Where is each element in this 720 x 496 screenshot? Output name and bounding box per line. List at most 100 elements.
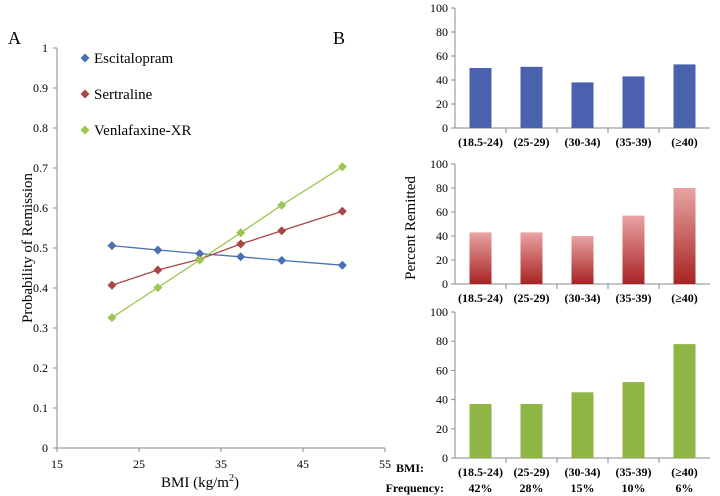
legend-marker (80, 125, 90, 135)
bar (520, 232, 543, 284)
y-tick-label: 0 (442, 451, 448, 465)
category-label: (30-34) (565, 465, 601, 479)
data-point-marker (153, 265, 163, 275)
series-escitalopram (107, 241, 347, 270)
bar (469, 403, 492, 458)
bar (673, 64, 696, 128)
panel-a-ylabel: Probability of Remission (20, 173, 36, 324)
bar (571, 236, 594, 284)
data-point-marker (195, 249, 205, 259)
frequency-value: 15% (571, 481, 595, 495)
data-point-marker (236, 228, 246, 238)
legend-entry: Sertraline (94, 87, 153, 103)
data-point-marker (277, 255, 287, 265)
series-venlafaxine-xr (107, 162, 347, 323)
category-label: (≥40) (671, 291, 698, 305)
panel-a-x-tick-label: 25 (133, 457, 145, 471)
bar (520, 403, 543, 458)
y-tick-label: 40 (436, 229, 448, 243)
bar (622, 382, 645, 458)
panel-a-x-tick-label: 45 (297, 457, 309, 471)
category-label: (18.5-24) (458, 135, 503, 149)
panel-a-y-tick-label: 0.2 (33, 361, 48, 375)
frequency-row: 42% 28% 15% 10% 6% (469, 481, 694, 495)
category-label: (35-39) (616, 135, 652, 149)
category-label: (35-39) (616, 291, 652, 305)
frequency-row-label: Frequency: (386, 481, 444, 495)
panel-a-label: A (8, 28, 21, 48)
data-point-marker (337, 260, 347, 270)
category-label: (25-29) (514, 135, 550, 149)
panel-a-y-tick-label: 0.4 (33, 281, 48, 295)
series-line (111, 166, 343, 319)
data-point-marker (236, 252, 246, 262)
bar (673, 188, 696, 284)
panel-a-axes: 0 0.1 0.2 0.3 0.4 0.5 0.6 0.7 0.8 0.9 1 15 25 35 45 55 (33, 41, 391, 471)
panel-b-bar-charts: 0 20 40 60 80 100 (18.5-24) (25-29) (30-34) (35-3… (430, 1, 710, 479)
y-tick-label: 0 (442, 277, 448, 291)
panel-a-y-tick-label: 0 (42, 441, 48, 455)
data-point-marker (195, 255, 205, 265)
panel-a-y-tick-label: 0.9 (33, 81, 48, 95)
category-label: (30-34) (565, 135, 601, 149)
legend-entry: Escitalopram (94, 51, 173, 67)
bar-chart-3: 0 20 40 60 80 100 (18.5-24) (25-29) (30-34) (35-3… (430, 305, 710, 479)
y-tick-label: 40 (436, 73, 448, 87)
bar (520, 66, 543, 128)
y-tick-label: 0 (442, 121, 448, 135)
panel-a-x-tick-label: 55 (379, 457, 391, 471)
legend-marker (80, 53, 90, 63)
bar (673, 344, 696, 458)
bmi-row-label: BMI: (396, 461, 424, 475)
bar (622, 215, 645, 284)
frequency-value: 28% (520, 481, 544, 495)
y-tick-label: 100 (430, 157, 448, 171)
panel-b-ylabel: Percent Remitted (403, 176, 419, 280)
category-label: (18.5-24) (458, 291, 503, 305)
data-point-marker (337, 206, 347, 216)
panel-a-xlabel: BMI (kg/m2) (161, 473, 239, 491)
panel-a-y-tick-label: 0.3 (33, 321, 48, 335)
panel-a-y-tick-label: 1 (42, 41, 48, 55)
data-point-marker (277, 226, 287, 236)
category-label: (≥40) (671, 135, 698, 149)
frequency-value: 42% (469, 481, 493, 495)
series-sertraline (107, 206, 347, 290)
y-tick-label: 20 (436, 422, 448, 436)
data-point-marker (236, 239, 246, 249)
category-label: (25-29) (514, 291, 550, 305)
data-point-marker (107, 241, 117, 251)
panel-b-label: B (333, 28, 345, 48)
bar (571, 82, 594, 128)
y-tick-label: 100 (430, 1, 448, 15)
frequency-value: 6% (676, 481, 694, 495)
data-point-marker (107, 313, 117, 323)
data-point-marker (153, 283, 163, 293)
y-tick-label: 80 (436, 181, 448, 195)
data-point-marker (337, 162, 347, 172)
bar (571, 392, 594, 458)
y-tick-label: 60 (436, 363, 448, 377)
bar (469, 232, 492, 284)
panel-a-x-tick-label: 15 (51, 457, 63, 471)
data-point-marker (277, 200, 287, 210)
y-tick-label: 80 (436, 334, 448, 348)
panel-a-y-tick-label: 0.6 (33, 201, 48, 215)
y-tick-label: 20 (436, 253, 448, 267)
y-tick-label: 80 (436, 25, 448, 39)
panel-a-y-tick-label: 0.5 (33, 241, 48, 255)
y-tick-label: 40 (436, 393, 448, 407)
category-label: (35-39) (616, 465, 652, 479)
series-line (111, 244, 343, 266)
panel-a-series (107, 162, 347, 323)
bar-chart-1: 0 20 40 60 80 100 (18.5-24) (25-29) (30-34) (35-3… (430, 1, 710, 149)
bar (622, 76, 645, 128)
y-tick-label: 60 (436, 205, 448, 219)
data-point-marker (107, 280, 117, 290)
legend-marker (80, 89, 90, 99)
category-label: (18.5-24) (458, 465, 503, 479)
panel-a-x-tick-label: 35 (215, 457, 227, 471)
y-tick-label: 20 (436, 97, 448, 111)
category-label: (≥40) (671, 465, 698, 479)
